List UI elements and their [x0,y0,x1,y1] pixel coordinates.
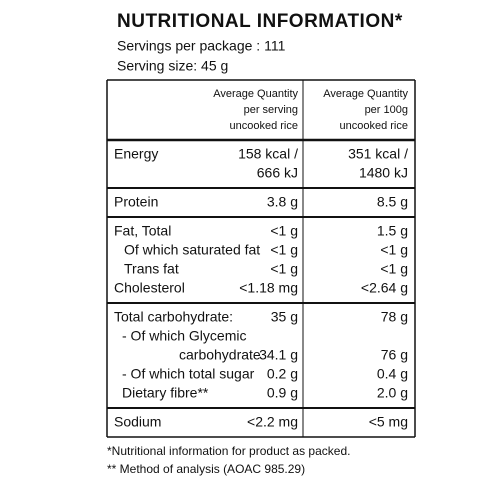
nutrient-label: - Of which Glycemic [122,328,246,344]
nutrient-label: Sodium [114,414,161,430]
footnote: *Nutritional information for product as … [107,444,350,458]
nutrient-label: Of which saturated fat [124,242,260,258]
nutrient-label: Total carbohydrate: [114,309,233,325]
per-serving-value: 3.8 g [267,194,298,210]
per-100g-value: 8.5 g [377,194,408,210]
title: NUTRITIONAL INFORMATION* [117,11,403,32]
nutrient-label: carbohydrate [179,347,261,363]
per-serving-value: <1 g [270,223,298,239]
column-header: uncooked rice [340,120,409,132]
column-header: Average Quantity [213,88,298,100]
per-serving-value: 666 kJ [257,165,298,181]
per-100g-value: 1.5 g [377,223,408,239]
per-serving-value: 35 g [271,309,298,325]
per-serving-value: 34.1 g [259,347,298,363]
per-100g-value: <2.64 g [361,280,408,296]
per-100g-value: <5 mg [369,414,408,430]
nutrient-label: Fat, Total [114,223,171,239]
per-100g-value: <1 g [380,242,408,258]
nutrient-label: Energy [114,146,158,162]
per-serving-value: <2.2 mg [247,414,298,430]
per-100g-value: 0.4 g [377,366,408,382]
per-serving-value: 0.2 g [267,366,298,382]
serving-size: Serving size: 45 g [117,58,228,74]
per-serving-value: 158 kcal / [238,146,298,162]
per-serving-value: 0.9 g [267,385,298,401]
per-100g-value: 351 kcal / [348,146,408,162]
nutrient-label: Cholesterol [114,280,185,296]
per-100g-value: 76 g [381,347,408,363]
per-serving-value: <1 g [270,261,298,277]
nutrient-label: Dietary fibre** [122,385,209,401]
column-header: Average Quantity [323,88,408,100]
per-serving-value: <1.18 mg [239,280,298,296]
nutrient-label: Protein [114,194,158,210]
column-header: per serving [244,104,298,116]
per-100g-value: 78 g [381,309,408,325]
nutrient-label: - Of which total sugar [122,366,255,382]
per-100g-value: <1 g [380,261,408,277]
servings-per-package: Servings per package : 111 [117,38,286,54]
nutrition-table: Average Quantity per serving uncooked rice… [106,79,416,438]
nutrient-label: Trans fat [124,261,179,277]
per-serving-value: <1 g [270,242,298,258]
per-100g-value: 1480 kJ [359,165,408,181]
column-header: per 100g [365,104,408,116]
column-header: uncooked rice [230,120,299,132]
footnote: ** Method of analysis (AOAC 985.29) [107,462,305,476]
per-100g-value: 2.0 g [377,385,408,401]
